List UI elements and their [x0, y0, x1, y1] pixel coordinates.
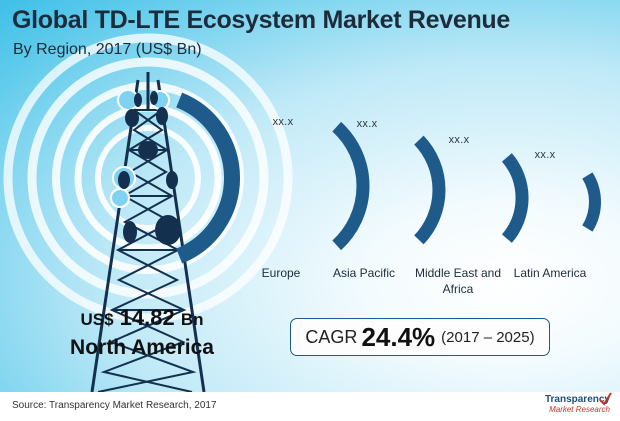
cagr-period: (2017 – 2025) — [441, 328, 535, 346]
north-america-value: US$ 14.82 Bn — [68, 304, 216, 334]
middle-east-africa-arc — [501, 153, 529, 243]
latin-america-value-label: xx.x — [534, 149, 556, 161]
cagr-box: CAGR 24.4% (2017 – 2025) — [290, 318, 550, 356]
checkmark-logo-icon — [599, 392, 612, 406]
logo-subtitle: Market Research — [549, 405, 610, 414]
antenna-dishes-icon — [118, 91, 181, 245]
logo-name: Transparency — [544, 394, 610, 405]
europe-value-label: xx.x — [272, 116, 294, 128]
north-america-revenue-value: 14.82 — [119, 305, 175, 330]
asia-pacific-arc — [414, 135, 446, 245]
north-america-region-label: North America — [70, 336, 214, 359]
region-arcs — [176, 92, 601, 264]
cagr-value: 24.4% — [361, 321, 436, 352]
latin-america-arc — [582, 172, 601, 232]
cagr-label: CAGR — [305, 326, 358, 347]
asia-pacific-region-label: Asia Pacific — [332, 266, 396, 280]
north-america-arc — [176, 92, 240, 264]
currency-label: US$ — [80, 310, 114, 329]
tower-and-arcs-graphic — [90, 72, 601, 392]
middle-east-africa-value-label: xx.x — [448, 134, 470, 146]
latin-america-region-label: Latin America — [513, 266, 587, 280]
chart-title: Global TD-LTE Ecosystem Market Revenue — [12, 6, 510, 34]
infographic-stage: Global TD-LTE Ecosystem Market Revenue B… — [0, 0, 620, 392]
asia-pacific-value-label: xx.x — [356, 118, 378, 130]
unit-label: Bn — [180, 310, 204, 329]
cell-tower-icon — [90, 72, 206, 392]
europe-region-label: Europe — [261, 266, 301, 280]
europe-arc — [332, 121, 370, 251]
north-america-callout: US$ 14.82 Bn North America — [68, 304, 216, 362]
middle-east-africa-region-label: Middle East and Africa — [414, 266, 502, 296]
source-note: Source: Transparency Market Research, 20… — [12, 400, 217, 411]
company-logo: Transparency Market Research — [544, 392, 612, 414]
chart-subtitle: By Region, 2017 (US$ Bn) — [13, 41, 202, 58]
